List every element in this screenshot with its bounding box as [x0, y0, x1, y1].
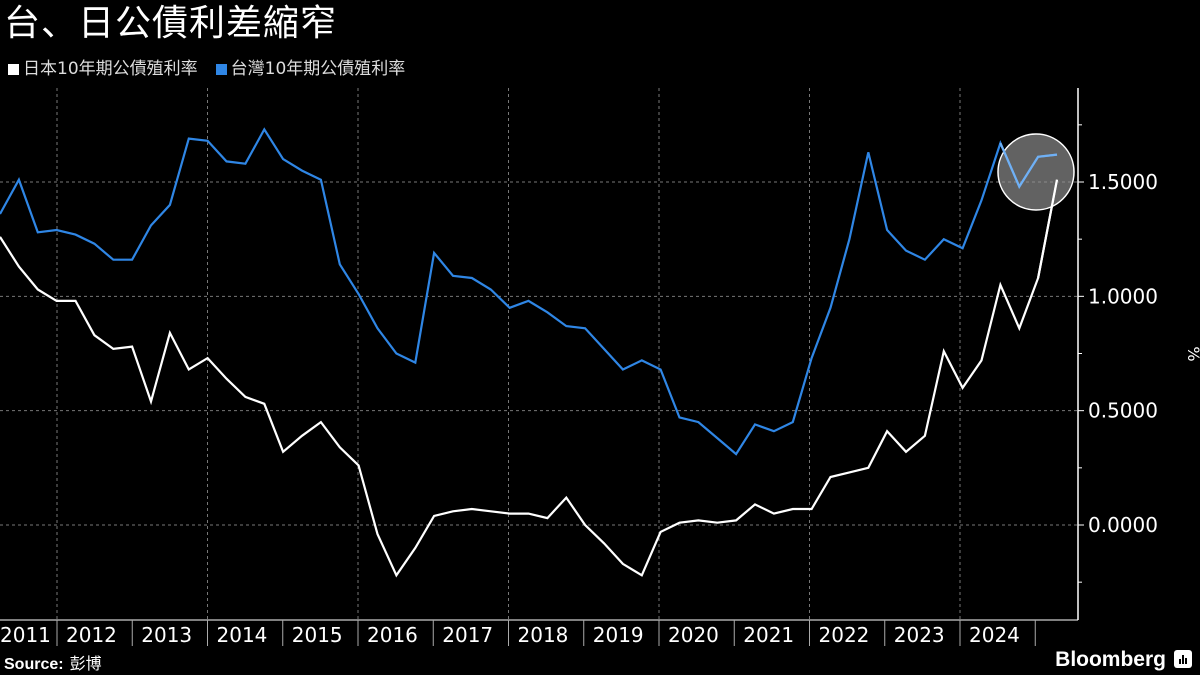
highlight-circle [997, 133, 1075, 211]
source-note: Source: 彭博 [4, 650, 102, 674]
legend-swatch-taiwan [215, 63, 227, 75]
x-tick-label: 2023 [894, 623, 945, 647]
x-tick-label: 2021 [743, 623, 794, 647]
x-tick-label: 2014 [217, 623, 268, 647]
legend-item-taiwan: 台灣10年期公債殖利率 [215, 58, 406, 80]
series-line-taiwan [0, 127, 1058, 456]
legend-item-japan: 日本10年期公債殖利率 [8, 58, 198, 80]
x-tick-label: 2018 [518, 623, 569, 647]
x-tick-label: 2016 [367, 623, 418, 647]
legend-swatch-japan [8, 63, 19, 75]
bloomberg-chart-icon [1174, 650, 1192, 668]
series-line-japan-highlight [1037, 179, 1059, 279]
y-tick-label: 1.5000 [1088, 170, 1158, 194]
series-line-japan [0, 179, 1059, 578]
y-tick-label: 0.0000 [1088, 513, 1158, 537]
y-tick-label: 1.0000 [1088, 284, 1158, 308]
x-tick-label: 2019 [593, 623, 644, 647]
x-tick-label: 2020 [668, 623, 719, 647]
x-tick-label: 2012 [66, 623, 117, 647]
x-tick-label: 2024 [969, 623, 1020, 647]
y-tick-label: 0.5000 [1088, 399, 1158, 423]
source-label: Source: [4, 656, 64, 673]
legend: 日本10年期公債殖利率 台灣10年期公債殖利率 [8, 58, 405, 80]
x-tick-label: 2022 [819, 623, 870, 647]
series-line-taiwan-highlight [999, 142, 1058, 189]
legend-label-japan: 日本10年期公債殖利率 [23, 59, 198, 79]
chart-title: 台、日公債利差縮窄 [4, 3, 338, 44]
bloomberg-logo: Bloomberg [1055, 648, 1166, 671]
x-tick-label: 2013 [141, 623, 192, 647]
legend-label-taiwan: 台灣10年期公債殖利率 [230, 59, 406, 79]
x-tick-label: 2011 [0, 623, 51, 647]
y-axis-unit: % [1184, 346, 1200, 361]
x-tick-label: 2015 [292, 623, 343, 647]
source-value: 彭博 [69, 656, 102, 673]
x-tick-label: 2017 [442, 623, 493, 647]
